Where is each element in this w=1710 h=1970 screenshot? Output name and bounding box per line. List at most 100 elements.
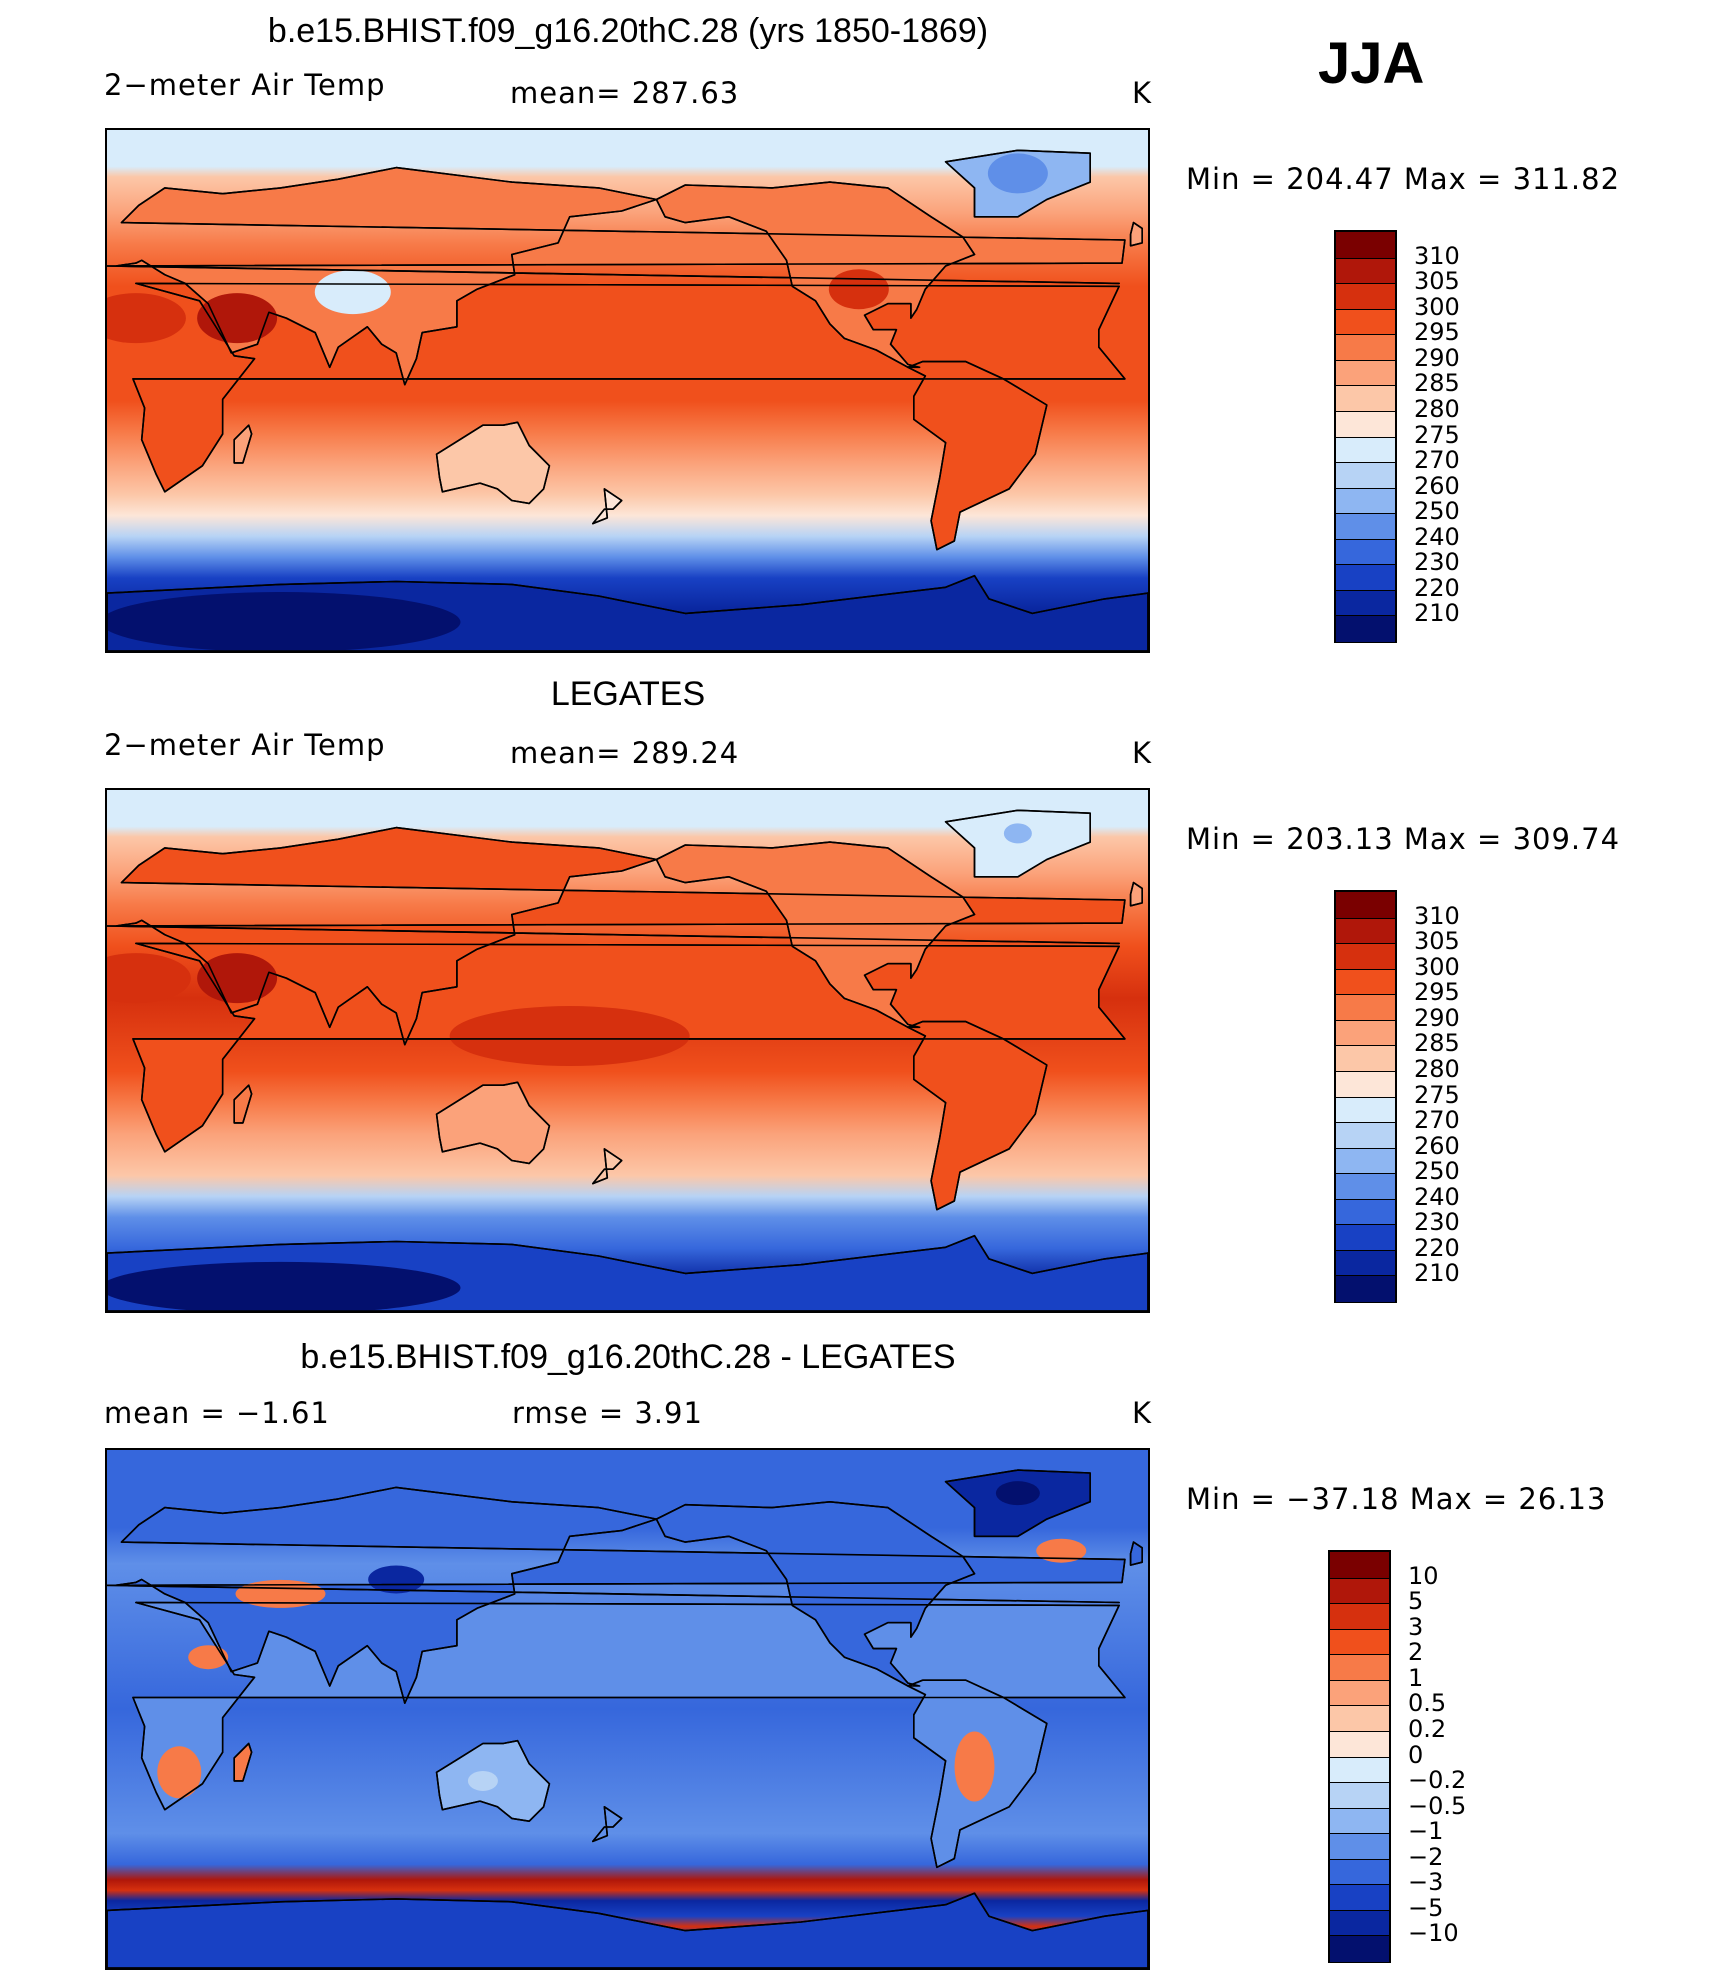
antarctic-cold-patch <box>107 592 461 651</box>
colorbar-cell <box>1336 968 1395 996</box>
colorbar <box>1334 230 1397 643</box>
coastline-australia <box>435 421 551 505</box>
colorbar-cell <box>1336 462 1395 489</box>
mean-label: mean= 289.24 <box>510 736 740 770</box>
colorbar-cell <box>1336 564 1395 591</box>
colorbar-cell <box>1336 538 1395 566</box>
colorbar-cell <box>1336 994 1395 1021</box>
coastline-uk <box>1129 1541 1143 1566</box>
colorbar-cell <box>1336 917 1395 945</box>
colorbar-tick-label: 295 <box>1414 978 1460 1007</box>
colorbar-cell <box>1336 1249 1395 1277</box>
season-label: JJA <box>1318 31 1425 96</box>
colorbar-tick-label: 260 <box>1414 1131 1460 1160</box>
colorbar-cell <box>1336 1147 1395 1175</box>
colorbar-cell <box>1336 1224 1395 1251</box>
positive-bias-patch <box>188 1645 229 1670</box>
colorbar-tick-label: 5 <box>1408 1587 1424 1616</box>
colorbar-tick-label: −0.2 <box>1408 1766 1467 1795</box>
colorbar-tick-label: −10 <box>1408 1919 1459 1948</box>
positive-bias-patch <box>157 1746 202 1799</box>
coastline-eurasia <box>107 166 1126 386</box>
colorbar-cell <box>1336 943 1395 970</box>
colorbar-cell <box>1336 487 1395 515</box>
coastline-madagascar <box>233 1084 253 1124</box>
min-max-label: Min = 204.47 Max = 311.82 <box>1186 162 1621 196</box>
colorbar-tick-label: 220 <box>1414 1233 1460 1262</box>
colorbar-tick-label: 285 <box>1414 369 1460 398</box>
coastline-australia <box>435 1739 551 1823</box>
colorbar-tick-label: −0.5 <box>1408 1791 1467 1820</box>
coastline-greenland <box>944 809 1092 878</box>
colorbar-cell <box>1336 1173 1395 1200</box>
coastline-antarctica <box>107 574 1148 651</box>
colorbar-cell <box>1330 1782 1389 1809</box>
colorbar-cell <box>1330 1884 1389 1911</box>
colorbar-tick-label: 275 <box>1414 1080 1460 1109</box>
difference-map <box>105 1448 1150 1970</box>
colorbar-cell <box>1330 1935 1389 1962</box>
variable-label: 2−meter Air Temp <box>104 68 386 102</box>
colorbar-cell <box>1336 1045 1395 1072</box>
coastline-madagascar <box>233 424 253 464</box>
colorbar-tick-label: 0.5 <box>1408 1689 1447 1718</box>
colorbar-tick-label: 230 <box>1414 1208 1460 1237</box>
colorbar-tick-label: 290 <box>1414 1003 1460 1032</box>
sahara-hot-patch <box>107 953 191 1004</box>
colorbar-cell <box>1336 308 1395 336</box>
positive-bias-patch <box>235 1579 326 1608</box>
colorbar-cell <box>1336 1122 1395 1149</box>
colorbar-tick-label: 275 <box>1414 420 1460 449</box>
coastline-eurasia <box>107 826 1126 1046</box>
colorbar-tick-label: 280 <box>1414 394 1460 423</box>
colorbar-tick-label: 290 <box>1414 343 1460 372</box>
rmse-label: rmse = 3.91 <box>512 1396 703 1430</box>
coastline-australia <box>435 1081 551 1165</box>
colorbar-cell <box>1336 1096 1395 1124</box>
colorbar-tick-label: 310 <box>1414 241 1460 270</box>
colorbar-cell <box>1330 1628 1389 1656</box>
coastline-africa <box>132 942 1126 1153</box>
coastline-antarctica <box>107 1892 1148 1968</box>
colorbar-cell <box>1336 1275 1395 1302</box>
colorbar-tick-label: 0 <box>1408 1740 1424 1769</box>
colorbar-cell <box>1330 1577 1389 1605</box>
colorbar-cell <box>1336 385 1395 412</box>
panel-title: b.e15.BHIST.f09_g16.20thC.28 (yrs 1850-1… <box>267 12 989 50</box>
colorbar-cell <box>1336 410 1395 438</box>
coastline-namerica <box>655 841 976 1029</box>
greenland-cold-patch <box>1003 823 1032 844</box>
coastline-greenland <box>944 149 1092 218</box>
negative-bias-patch <box>995 1481 1040 1506</box>
units-label: K <box>1132 1396 1153 1430</box>
positive-bias-patch <box>1036 1538 1087 1563</box>
positive-bias-patch <box>954 1731 995 1802</box>
colorbar-tick-label: 210 <box>1414 599 1460 628</box>
colorbar-cell <box>1336 436 1395 464</box>
colorbar-cell <box>1336 1198 1395 1226</box>
coastline-greenland <box>944 1469 1092 1538</box>
min-max-label: Min = −37.18 Max = 26.13 <box>1186 1482 1607 1516</box>
warm-pool-patch <box>449 1006 690 1067</box>
colorbar-cell <box>1336 1019 1395 1047</box>
temperature-map <box>105 128 1150 653</box>
temperature-map <box>105 788 1150 1313</box>
colorbar-cell <box>1336 283 1395 310</box>
mean-label: mean= 287.63 <box>510 76 740 110</box>
colorbar-cell <box>1336 615 1395 642</box>
colorbar-cell <box>1330 1909 1389 1937</box>
coastline-namerica <box>655 1500 976 1687</box>
colorbar-cell <box>1330 1833 1389 1860</box>
colorbar-cell <box>1330 1858 1389 1886</box>
colorbar <box>1334 890 1397 1303</box>
colorbar-cell <box>1336 892 1395 919</box>
colorbar-tick-label: 280 <box>1414 1054 1460 1083</box>
colorbar <box>1328 1550 1391 1963</box>
colorbar-cell <box>1336 359 1395 387</box>
colorbar-tick-label: 210 <box>1414 1259 1460 1288</box>
colorbar-cell <box>1336 334 1395 361</box>
colorbar-tick-label: 3 <box>1408 1612 1424 1641</box>
variable-label: 2−meter Air Temp <box>104 728 386 762</box>
arabia-hot-patch <box>197 293 278 344</box>
colorbar-tick-label: 240 <box>1414 1182 1460 1211</box>
